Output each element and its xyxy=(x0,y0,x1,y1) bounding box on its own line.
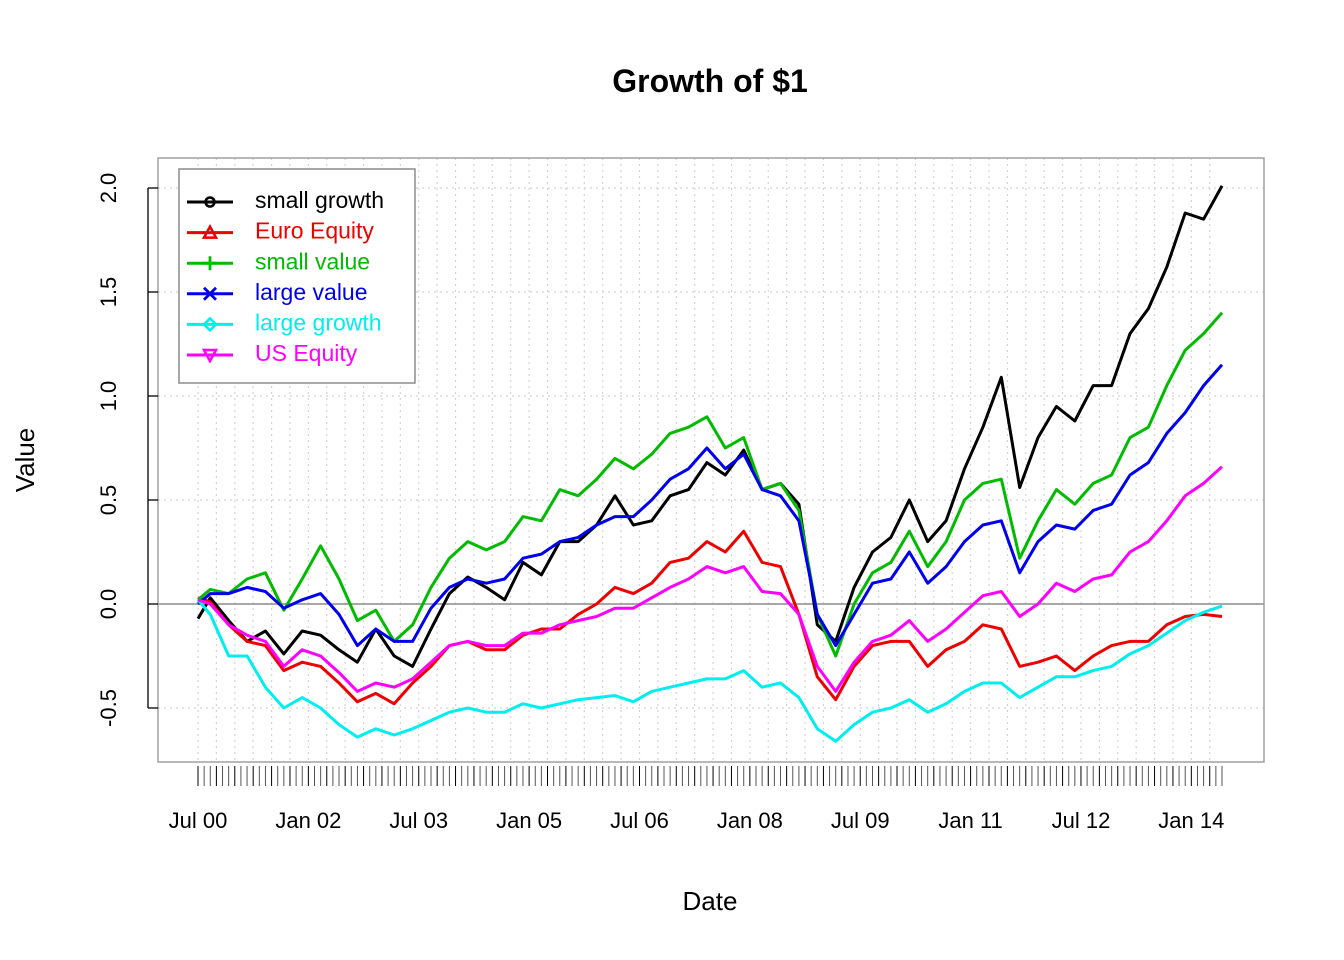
legend-label: Euro Equity xyxy=(255,218,374,244)
x-axis: Jul 00 Jan 02 Jul 03 Jan 05 Jul 06 Jan 08 Jul … xyxy=(169,766,1224,833)
legend-marker-diamond xyxy=(202,316,218,333)
legend-label: large value xyxy=(255,279,368,305)
x-tick-label: Jul 09 xyxy=(831,808,890,833)
legend-item: Euro Equity xyxy=(187,218,374,244)
legend-marker-circle xyxy=(204,196,216,208)
x-tick-label: Jan 02 xyxy=(275,808,341,833)
x-tick-label: Jan 05 xyxy=(496,808,562,833)
legend-item: US Equity xyxy=(187,340,358,366)
series-line-us-equity xyxy=(197,465,1224,693)
series-line-small-value xyxy=(197,311,1224,658)
series-line-large-value xyxy=(197,363,1224,648)
x-tick-label: Jan 14 xyxy=(1158,808,1224,833)
x-tick-label: Jul 06 xyxy=(610,808,669,833)
x-axis-label: Date xyxy=(683,886,738,916)
legend-item: small value xyxy=(187,248,370,274)
legend-label: US Equity xyxy=(255,340,358,366)
legend: small growth Euro Equity small value large … xyxy=(178,168,416,384)
x-tick-label: Jan 08 xyxy=(717,808,783,833)
chart-title: Growth of $1 xyxy=(612,63,808,99)
legend-label: small value xyxy=(255,248,370,274)
legend-label: small growth xyxy=(255,187,384,213)
legend-marker-triangle-down xyxy=(201,348,219,364)
legend-marker-triangle xyxy=(201,223,219,239)
y-tick-label: 0.0 xyxy=(96,589,121,620)
y-tick-label: -0.5 xyxy=(96,689,121,727)
y-axis: -0.5 0.0 0.5 1.0 1.5 2.0 xyxy=(96,173,158,727)
x-tick-label: Jan 11 xyxy=(938,808,1002,833)
y-tick-label: 1.0 xyxy=(96,381,121,412)
y-axis-label: Value xyxy=(10,428,40,493)
series-layer xyxy=(196,185,1224,743)
x-tick-label: Jul 03 xyxy=(389,808,448,833)
series-line-large-growth xyxy=(196,598,1223,743)
x-tick-label: Jul 00 xyxy=(169,808,228,833)
legend-marker-cross xyxy=(203,286,217,301)
legend-item: large growth xyxy=(187,309,382,335)
legend-label: large growth xyxy=(255,309,382,335)
plot-frame xyxy=(157,157,1265,763)
y-tick-label: 0.5 xyxy=(96,485,121,516)
legend-item: large value xyxy=(187,279,368,305)
legend-box xyxy=(178,168,416,384)
legend-marker-plus xyxy=(203,256,217,271)
legend-item: small growth xyxy=(187,187,384,213)
series-line-small-growth xyxy=(196,185,1224,668)
y-tick-label: 2.0 xyxy=(96,173,121,204)
y-tick-label: 1.5 xyxy=(96,277,121,308)
x-tick-label: Jul 12 xyxy=(1052,808,1111,833)
series-line-euro-equity xyxy=(197,529,1223,706)
